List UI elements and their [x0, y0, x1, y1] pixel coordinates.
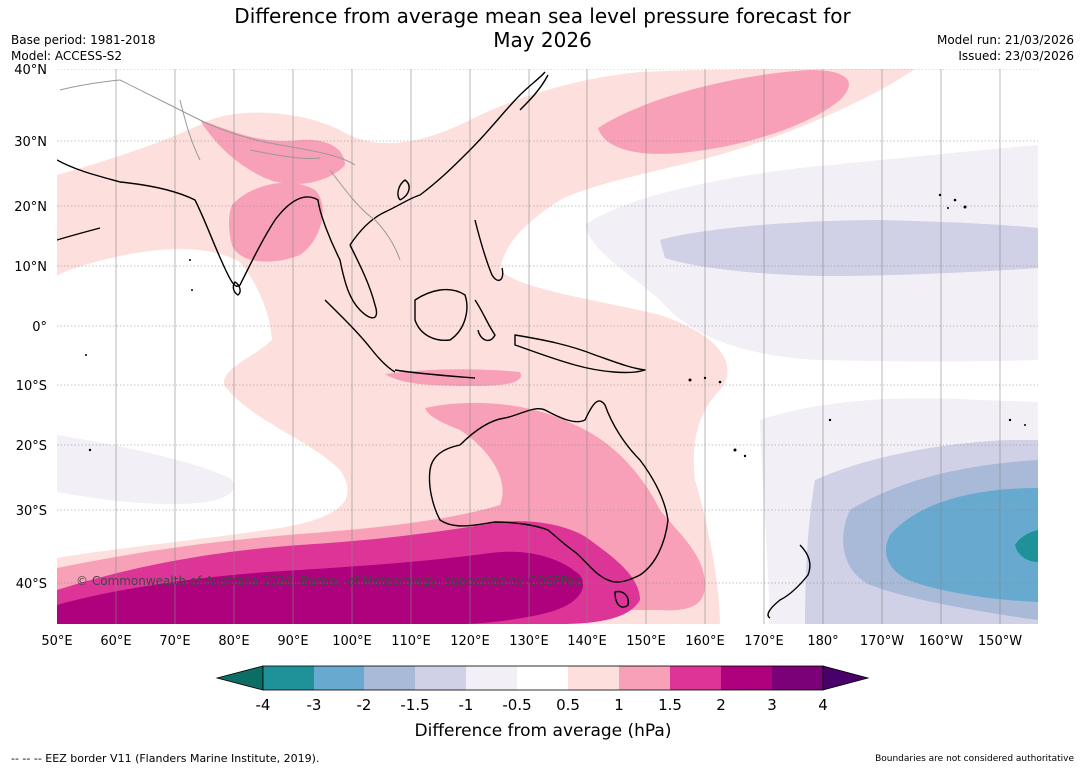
- model-run: Model run: 21/03/2026: [936, 33, 1074, 47]
- colorbar-title: Difference from average (hPa): [415, 721, 672, 741]
- lon-label: 80°E: [218, 634, 249, 649]
- coast-new-zealand: [767, 544, 811, 619]
- coast-philippines: [474, 219, 504, 282]
- copyright-notice: © Commonwealth of Australia 2026, Bureau…: [76, 574, 581, 588]
- coastlines: [57, 71, 811, 619]
- anomaly-p1-15-bay: [229, 182, 323, 262]
- coast-borneo: [414, 288, 468, 342]
- lat-label: 20°N: [14, 200, 47, 215]
- coast-arabia: [57, 227, 101, 241]
- anomaly-m4-m3-south: [1015, 530, 1038, 562]
- model-name: Model: ACCESS-S2: [11, 49, 123, 63]
- anomaly-p1-15-nepal: [200, 120, 345, 185]
- lon-label: 110°E: [391, 634, 431, 649]
- colorbar-tick: 3: [767, 696, 777, 714]
- country-borders: [59, 79, 401, 261]
- colorbar-tick: -1.5: [400, 696, 429, 714]
- lon-label: 140°E: [567, 634, 607, 649]
- lon-label: 180°: [807, 634, 838, 649]
- lat-label: 40°N: [14, 63, 47, 78]
- colorbar-tick: 1.5: [658, 696, 682, 714]
- coast-sumatra: [324, 299, 396, 373]
- lat-label: 10°N: [14, 260, 47, 275]
- pacific-islands: [85, 193, 1026, 458]
- title-line-2: May 2026: [493, 28, 592, 52]
- colorbar-segment: [314, 666, 364, 690]
- lat-label: 40°S: [16, 577, 47, 592]
- eez-note: -- -- -- EEZ border V11 (Flanders Marine…: [11, 752, 320, 765]
- lat-label: 30°S: [16, 504, 47, 519]
- lon-label: 170°W: [860, 634, 904, 649]
- coast-tasmania: [614, 590, 630, 608]
- lon-label: 60°E: [100, 634, 131, 649]
- chart-title: Difference from average mean sea level p…: [0, 4, 1085, 52]
- colorbar-segment: [721, 666, 772, 690]
- colorbar-segment: [263, 666, 314, 690]
- coast-china-north: [397, 179, 410, 201]
- latitude-labels: 40°N 30°N 20°N 10°N 0° 10°S 20°S 30°S 40…: [14, 63, 47, 592]
- colorbar-tick: -0.5: [502, 696, 531, 714]
- colorbar-tick: 1: [614, 696, 624, 714]
- lat-label: 10°S: [16, 379, 47, 394]
- colorbar-segment: [568, 666, 619, 690]
- run-info: Model run: 21/03/2026 Issued: 23/03/2026: [937, 32, 1074, 64]
- colorbar-arrow-low: [215, 665, 264, 691]
- lat-label: 30°N: [14, 135, 47, 150]
- colorbar-segment: [772, 666, 823, 690]
- base-period: Base period: 1981-2018: [11, 33, 156, 47]
- lon-label: 150°E: [626, 634, 666, 649]
- colorbar-tick: 2: [716, 696, 726, 714]
- graticule: [57, 69, 1038, 584]
- lon-label: 70°E: [159, 634, 190, 649]
- coast-sulawesi: [474, 299, 496, 342]
- colorbar-arrow-high: [822, 665, 870, 691]
- anomaly-p1-15-pacific: [598, 70, 849, 154]
- colorbar-tick: -4: [256, 696, 271, 714]
- coast-australia: [428, 400, 669, 583]
- coast-japan: [519, 74, 549, 111]
- anomaly-m15-m1-north: [660, 220, 1038, 276]
- model-info: Base period: 1981-2018 Model: ACCESS-S2: [11, 32, 156, 64]
- longitude-labels: 50°E 60°E 70°E 80°E 90°E 100°E 110°E 120…: [41, 634, 1022, 649]
- issued-date: Issued: 23/03/2026: [958, 49, 1074, 63]
- lon-label: 100°E: [332, 634, 372, 649]
- lon-label: 160°W: [919, 634, 963, 649]
- colorbar-tick: -3: [307, 696, 322, 714]
- lat-label: 0°: [32, 320, 47, 335]
- coast-java: [394, 369, 476, 379]
- lon-label: 160°E: [685, 634, 725, 649]
- colorbar-segment: [415, 666, 466, 690]
- colorbar-segment: [619, 666, 670, 690]
- boundary-disclaimer: Boundaries are not considered authoritat…: [875, 754, 1074, 764]
- colorbar-tick: 0.5: [556, 696, 580, 714]
- coast-sri-lanka: [232, 281, 241, 296]
- coast-arabia-india: [57, 159, 378, 319]
- anomaly-p2-3-south: [57, 551, 584, 624]
- colorbar-segment: [466, 666, 517, 690]
- lon-label: 150°W: [978, 634, 1022, 649]
- coast-new-guinea: [514, 334, 646, 374]
- lon-label: 90°E: [277, 634, 308, 649]
- lon-label: 120°E: [450, 634, 490, 649]
- lat-label: 20°S: [16, 439, 47, 454]
- title-line-1: Difference from average mean sea level p…: [234, 4, 851, 28]
- colorbar-tick: -1: [459, 696, 474, 714]
- colorbar: -4 -3 -2 -1.5 -1 -0.5 0.5 1 1.5 2 3 4 Di…: [215, 665, 870, 741]
- coast-southeast-asia: [349, 71, 546, 246]
- colorbar-segment: [517, 666, 568, 690]
- anomaly-m1-m05-west: [57, 435, 234, 505]
- colorbar-segment: [670, 666, 721, 690]
- lon-label: 130°E: [509, 634, 549, 649]
- lon-label: 50°E: [41, 634, 72, 649]
- map-plot-area: © Commonwealth of Australia 2026, Bureau…: [57, 69, 1038, 624]
- colorbar-segment: [364, 666, 415, 690]
- colorbar-tick: -2: [357, 696, 372, 714]
- meridians: [115, 69, 1001, 624]
- lon-label: 170°E: [744, 634, 784, 649]
- colorbar-tick: 4: [818, 696, 828, 714]
